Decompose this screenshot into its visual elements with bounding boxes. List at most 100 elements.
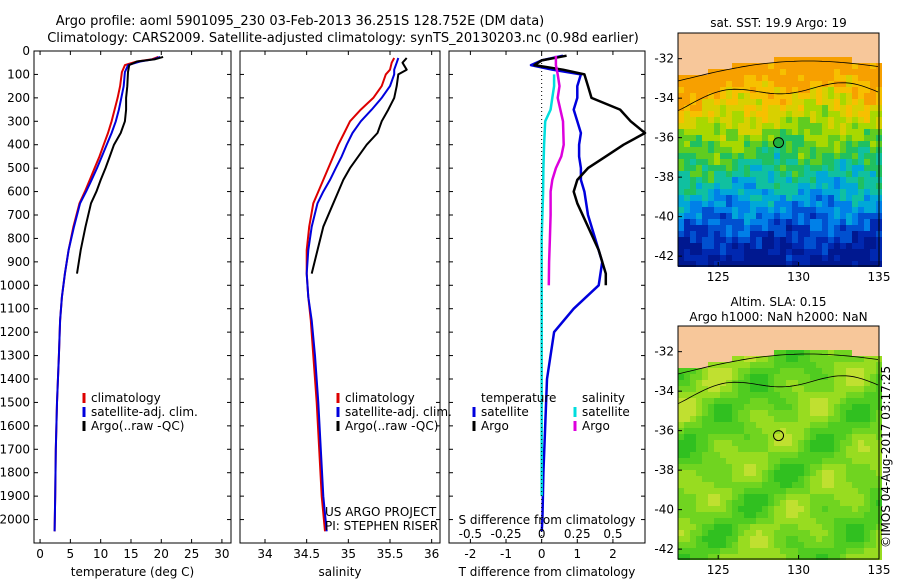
sla-map-cell — [810, 518, 816, 524]
sst-map-cell — [834, 207, 840, 213]
sla-map-cell — [744, 386, 750, 392]
sst-map-cell — [792, 195, 798, 201]
sla-map-cell — [756, 440, 762, 446]
sla-map-cell — [846, 512, 852, 518]
sla-map-cell — [852, 536, 858, 542]
sst-map-cell — [732, 213, 738, 219]
sla-map-cell — [804, 404, 810, 410]
sla-map-cell — [744, 542, 750, 548]
sla-map-cell — [780, 530, 786, 536]
sst-map-cell — [864, 93, 870, 99]
differences-series-salinity-argo — [547, 55, 565, 286]
sst-map-cell — [684, 249, 690, 255]
sst-map-cell — [852, 111, 858, 117]
sst-map-cell — [822, 159, 828, 165]
sla-map-cell — [834, 500, 840, 506]
sst-map-cell — [834, 63, 840, 69]
sst-map-cell — [714, 213, 720, 219]
sst-map-cell — [714, 207, 720, 213]
sst-map-cell — [762, 123, 768, 129]
sst-map-cell — [768, 219, 774, 225]
sla-map-ytick-label: -32 — [654, 345, 674, 359]
sst-map-cell — [756, 87, 762, 93]
sst-map-cell — [852, 129, 858, 135]
diff-legend-salinity-label: Argo — [582, 419, 610, 433]
sla-map-cell — [852, 488, 858, 494]
sla-map-cell — [846, 500, 852, 506]
sst-map-cell — [690, 243, 696, 249]
sla-map-cell — [726, 428, 732, 434]
sla-map-cell — [804, 374, 810, 380]
sla-map-cell — [846, 536, 852, 542]
sla-map-cell — [822, 488, 828, 494]
sla-map-cell — [786, 494, 792, 500]
sst-map-cell — [840, 207, 846, 213]
sla-map-cell — [690, 446, 696, 452]
sla-map-cell — [798, 410, 804, 416]
sst-map-cell — [864, 249, 870, 255]
sla-map-cell — [762, 458, 768, 464]
sst-map-cell — [852, 147, 858, 153]
sla-map-cell — [696, 500, 702, 506]
sst-map-cell — [870, 147, 876, 153]
sst-map-cell — [780, 135, 786, 141]
sla-map-cell — [732, 524, 738, 530]
sla-map-cell — [810, 464, 816, 470]
sla-map-cell — [780, 554, 786, 560]
sst-map-cell — [804, 255, 810, 261]
sst-map-cell — [792, 261, 798, 267]
sla-map-cell — [864, 434, 870, 440]
sst-map-cell — [870, 201, 876, 207]
sla-map-cell — [738, 440, 744, 446]
sst-map-cell — [678, 177, 684, 183]
sst-map-cell — [678, 105, 684, 111]
sla-map-cell — [816, 410, 822, 416]
sla-map-cell — [738, 524, 744, 530]
credit-pi: PI: STEPHEN RISER — [325, 519, 438, 533]
sla-map-cell — [720, 458, 726, 464]
sla-map-cell — [864, 512, 870, 518]
sla-map-cell — [726, 518, 732, 524]
sst-map-cell — [816, 207, 822, 213]
sla-map-cell — [804, 446, 810, 452]
sla-map-cell — [810, 356, 816, 362]
sla-map-cell — [684, 464, 690, 470]
sst-map-cell — [822, 177, 828, 183]
sst-map-cell — [678, 141, 684, 147]
sst-map-cell — [774, 129, 780, 135]
sst-map-cell — [750, 63, 756, 69]
sst-map-cell — [714, 147, 720, 153]
sla-map-cell — [864, 404, 870, 410]
sla-map-cell — [870, 470, 876, 476]
sla-map-cell — [846, 428, 852, 434]
sla-map-cell — [708, 362, 714, 368]
sla-map-cell — [864, 542, 870, 548]
sla-map-cell — [720, 470, 726, 476]
sla-map-cell — [810, 362, 816, 368]
sla-map-cell — [792, 536, 798, 542]
sst-map-cell — [774, 123, 780, 129]
sla-map-cell — [714, 470, 720, 476]
sla-map-cell — [798, 500, 804, 506]
sla-map-cell — [690, 398, 696, 404]
sla-map-cell — [780, 482, 786, 488]
sst-map-cell — [816, 135, 822, 141]
sst-map-cell — [684, 105, 690, 111]
imos-watermark: ©IMOS 04-Aug-2017 03:17:25 — [879, 366, 893, 548]
sla-map-cell — [714, 542, 720, 548]
sla-map-cell — [714, 434, 720, 440]
sla-map-cell — [852, 446, 858, 452]
sla-map-cell — [684, 428, 690, 434]
sst-map-cell — [732, 219, 738, 225]
sla-map-cell — [756, 476, 762, 482]
sst-map-cell — [738, 231, 744, 237]
sst-map-cell — [864, 159, 870, 165]
sla-map-cell — [810, 416, 816, 422]
sla-map-cell — [870, 434, 876, 440]
sla-map-cell — [690, 452, 696, 458]
sla-map-cell — [678, 536, 684, 542]
sla-map-cell — [756, 410, 762, 416]
sst-map-cell — [810, 225, 816, 231]
sla-map-cell — [816, 518, 822, 524]
sla-map-cell — [696, 404, 702, 410]
